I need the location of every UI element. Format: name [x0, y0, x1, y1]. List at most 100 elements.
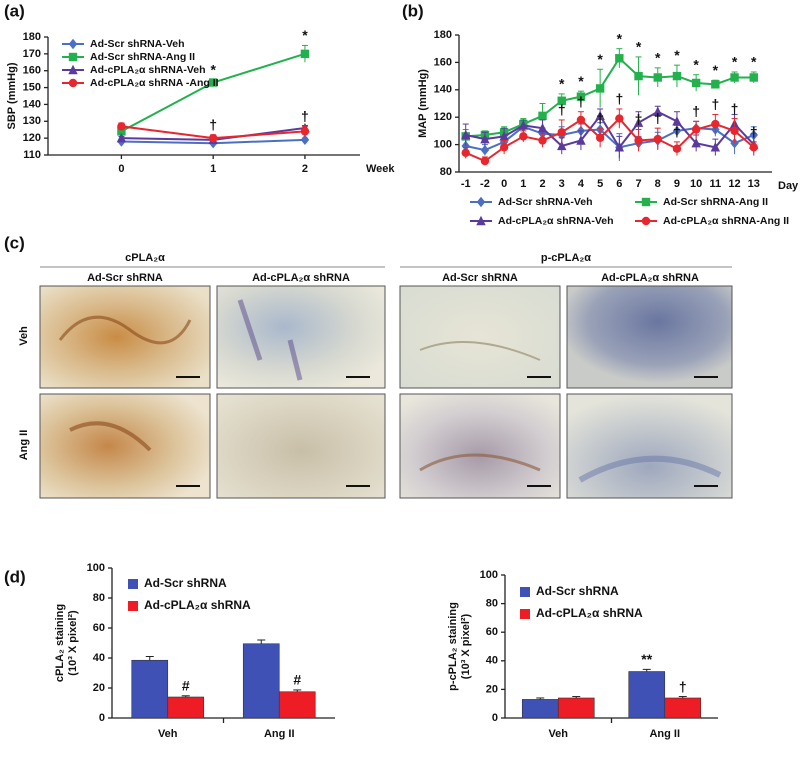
- x-tick-label: 1: [210, 163, 216, 175]
- significance: *: [597, 51, 603, 67]
- x-tick-label: 9: [674, 178, 680, 190]
- marker: [518, 120, 529, 130]
- marker: [476, 196, 486, 208]
- significance: †: [301, 108, 309, 124]
- y-tick-label: 40: [486, 655, 498, 667]
- significance: *: [559, 76, 565, 92]
- marker: [576, 92, 586, 101]
- marker: [615, 114, 624, 123]
- marker: [691, 78, 701, 88]
- legend-label: Ad-Scr shRNA: [536, 584, 619, 598]
- marker: [300, 127, 310, 136]
- marker: [641, 197, 651, 207]
- y-tick-label: 0: [99, 712, 105, 724]
- x-tick-label: 2: [302, 163, 308, 175]
- marker: [300, 134, 310, 146]
- marker: [710, 142, 721, 152]
- legend-label: Ad-Scr shRNA-Ang II: [90, 51, 195, 63]
- series-line: [465, 56, 754, 138]
- bar: [557, 697, 595, 719]
- x-tick-label: 6: [616, 178, 622, 190]
- marker: [68, 64, 78, 75]
- x-tick-label: 5: [597, 178, 603, 190]
- scale-bars: [176, 376, 718, 487]
- bar: [664, 697, 702, 719]
- x-axis-title: Day: [778, 180, 799, 192]
- significance: †: [596, 110, 604, 126]
- column-header: Ad-cPLA₂α shRNA: [601, 272, 699, 284]
- marker: [538, 136, 547, 145]
- marker: [538, 111, 547, 121]
- bar: [242, 643, 280, 719]
- row-header: Ang II: [18, 430, 30, 461]
- marker: [576, 135, 586, 145]
- marker: [711, 119, 720, 129]
- marker: [117, 122, 126, 131]
- y-tick-label: 20: [93, 682, 105, 694]
- legend-label: Ad-cPLA₂α shRNA: [536, 606, 643, 620]
- legend-label: Ad-cPLA₂α shRNA -Ang II: [90, 77, 219, 89]
- significance: †: [692, 103, 700, 119]
- marker: [595, 133, 605, 142]
- legend-label: Ad-cPLA₂α shRNA-Veh: [498, 215, 614, 227]
- y-tick-label: 40: [93, 652, 105, 664]
- marker: [595, 84, 605, 93]
- marker: [653, 106, 663, 116]
- marker: [499, 131, 509, 141]
- y-tick-label: 180: [23, 31, 41, 43]
- y-tick-label: 100: [434, 139, 452, 151]
- significance: †: [731, 100, 739, 116]
- marker: [653, 73, 662, 82]
- marker: [730, 73, 739, 82]
- y-tick-label: 130: [23, 115, 41, 127]
- marker: [615, 54, 624, 63]
- y-tick-label: 160: [434, 56, 452, 68]
- column-header: Ad-Scr shRNA: [442, 272, 518, 284]
- marker: [641, 216, 651, 226]
- legend-swatch: [128, 601, 138, 611]
- legend-label: Ad-cPLA₂α shRNA: [144, 598, 251, 612]
- marker: [480, 133, 490, 144]
- legend-label: Ad-Scr shRNA: [144, 576, 227, 590]
- y-tick-label: 0: [492, 712, 498, 724]
- marker: [634, 71, 643, 81]
- significance: *: [751, 54, 757, 70]
- marker: [557, 96, 566, 105]
- marker: [461, 129, 471, 140]
- significance: **: [641, 651, 652, 667]
- y-tick-label: 60: [93, 622, 105, 634]
- legend-label: Ad-Scr shRNA-Veh: [498, 196, 593, 208]
- micrograph: [39, 285, 211, 389]
- x-tick-label: 10: [690, 178, 702, 190]
- micrograph: [216, 285, 386, 389]
- group-header: cPLA₂α: [125, 252, 165, 264]
- legend-label: Ad-Scr shRNA-Veh: [90, 38, 185, 50]
- marker: [595, 110, 605, 121]
- legend-label: Ad-cPLA₂α shRNA-Veh: [90, 64, 206, 76]
- significance: †: [558, 102, 566, 118]
- stain: [578, 455, 722, 483]
- y-tick-label: 20: [486, 683, 498, 695]
- marker: [557, 128, 566, 137]
- marker: [749, 73, 758, 82]
- marker: [634, 136, 643, 145]
- y-axis-title: MAP (mmHg): [417, 69, 429, 138]
- legend-swatch: [128, 579, 138, 589]
- significance: †: [577, 93, 585, 109]
- y-axis-title: cPLA₂ staining: [54, 604, 66, 682]
- x-tick-label: 0: [118, 163, 124, 175]
- series-line: [465, 117, 755, 163]
- panel-label: (a): [4, 1, 25, 20]
- bar: [167, 696, 205, 719]
- micrograph: [399, 285, 561, 389]
- y-tick-label: 140: [23, 98, 41, 110]
- stain: [58, 315, 192, 345]
- legend-label: Ad-cPLA₂α shRNA-Ang II: [663, 215, 789, 227]
- micrograph-panel: cPLA₂α p-cPLA₂α Ad-Scr shRNA Ad-cPLA₂α s…: [18, 252, 733, 499]
- marker: [672, 116, 682, 126]
- significance: *: [617, 30, 623, 46]
- bar: [278, 691, 316, 719]
- marker: [208, 78, 218, 87]
- x-tick-label: Ang II: [649, 728, 680, 740]
- stain: [69, 421, 152, 452]
